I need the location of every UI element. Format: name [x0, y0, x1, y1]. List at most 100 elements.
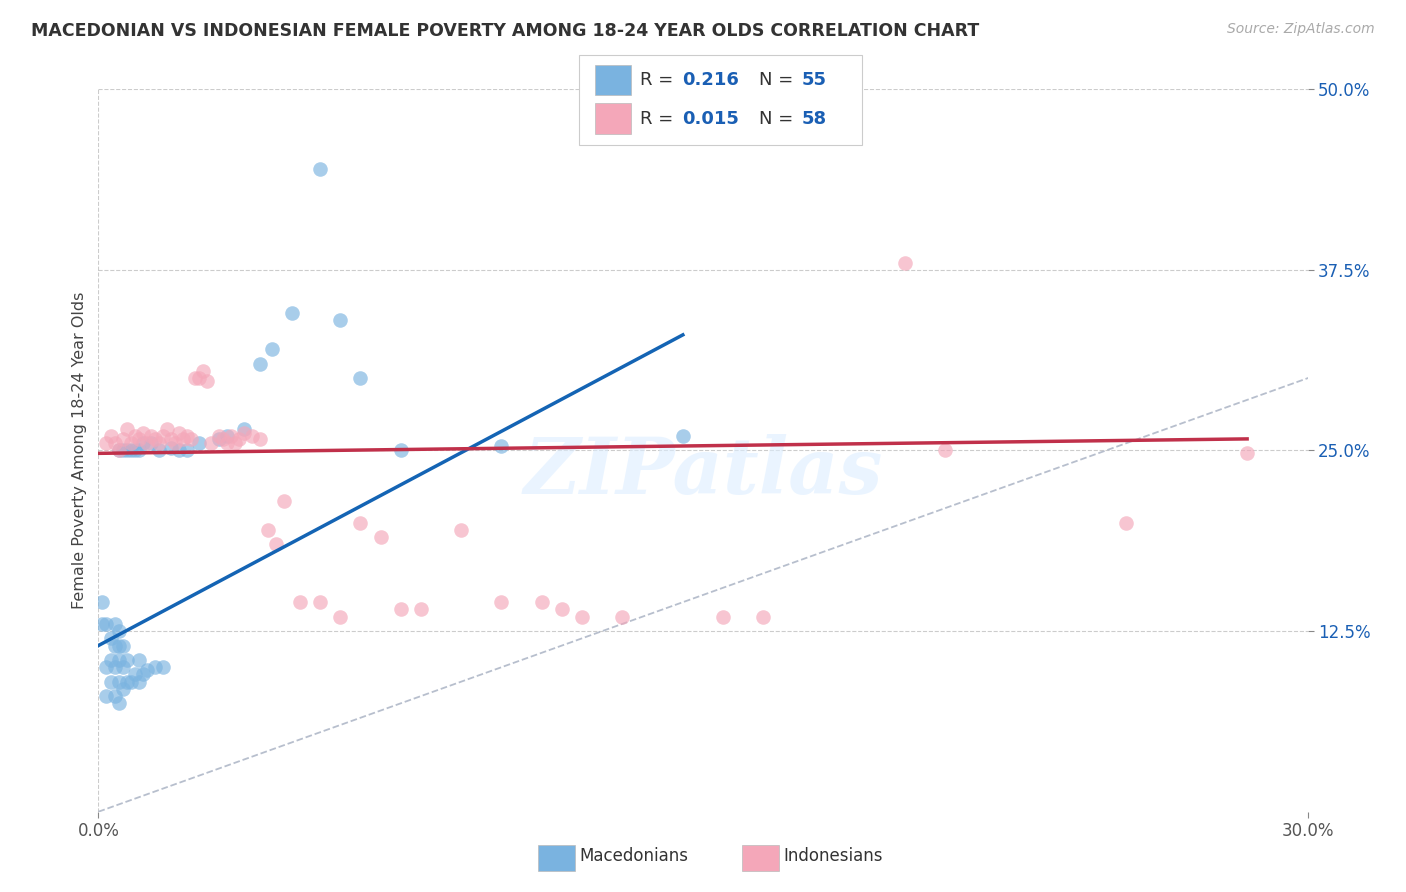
- Point: [309, 595, 332, 609]
- Point: [128, 674, 150, 689]
- Point: [893, 255, 915, 269]
- Point: [329, 609, 352, 624]
- Point: [124, 443, 146, 458]
- Point: [288, 595, 311, 609]
- Point: [208, 429, 231, 443]
- Point: [389, 443, 412, 458]
- Point: [249, 357, 271, 371]
- Point: [232, 426, 254, 441]
- Text: R =: R =: [640, 71, 679, 89]
- Point: [124, 429, 146, 443]
- Point: [107, 674, 129, 689]
- Text: Macedonians: Macedonians: [579, 847, 689, 865]
- Text: 0.216: 0.216: [682, 71, 738, 89]
- Point: [100, 674, 122, 689]
- Point: [217, 429, 239, 443]
- Point: [240, 429, 263, 443]
- Point: [349, 516, 371, 530]
- Point: [217, 436, 239, 450]
- Point: [200, 436, 222, 450]
- Point: [132, 436, 155, 450]
- Point: [107, 624, 129, 639]
- Point: [100, 429, 122, 443]
- Point: [91, 616, 114, 631]
- Point: [195, 374, 218, 388]
- Point: [128, 432, 150, 446]
- Point: [273, 494, 295, 508]
- Point: [111, 681, 134, 696]
- Point: [176, 443, 198, 458]
- Y-axis label: Female Poverty Among 18-24 Year Olds: Female Poverty Among 18-24 Year Olds: [72, 292, 87, 609]
- Point: [107, 696, 129, 710]
- Point: [96, 436, 118, 450]
- Point: [152, 660, 174, 674]
- Point: [143, 432, 166, 446]
- Point: [224, 436, 246, 450]
- Point: [135, 663, 157, 677]
- Point: [256, 523, 278, 537]
- Point: [107, 443, 129, 458]
- Point: [132, 426, 155, 441]
- Point: [228, 432, 250, 446]
- Point: [128, 653, 150, 667]
- Point: [120, 443, 142, 458]
- Point: [103, 616, 125, 631]
- Point: [1115, 516, 1137, 530]
- Point: [120, 436, 142, 450]
- Point: [111, 432, 134, 446]
- Point: [148, 436, 170, 450]
- Point: [184, 371, 207, 385]
- Point: [103, 639, 125, 653]
- Point: [115, 422, 138, 436]
- Point: [107, 653, 129, 667]
- Point: [212, 432, 235, 446]
- Point: [115, 653, 138, 667]
- Point: [281, 306, 304, 320]
- Text: 58: 58: [801, 110, 827, 128]
- Point: [370, 530, 392, 544]
- Point: [260, 343, 283, 357]
- Point: [148, 443, 170, 458]
- Point: [111, 443, 134, 458]
- Point: [124, 667, 146, 681]
- Point: [100, 632, 122, 646]
- Point: [349, 371, 371, 385]
- Point: [107, 639, 129, 653]
- Text: 0.015: 0.015: [682, 110, 738, 128]
- Point: [96, 689, 118, 703]
- Point: [450, 523, 472, 537]
- Point: [264, 537, 287, 551]
- Point: [167, 426, 190, 441]
- Point: [139, 436, 162, 450]
- Point: [111, 639, 134, 653]
- Point: [143, 660, 166, 674]
- Point: [152, 429, 174, 443]
- Point: [389, 602, 412, 616]
- Point: [167, 443, 190, 458]
- Point: [103, 689, 125, 703]
- Point: [221, 429, 243, 443]
- Point: [115, 674, 138, 689]
- Point: [176, 429, 198, 443]
- Text: 55: 55: [801, 71, 827, 89]
- Point: [934, 443, 956, 458]
- Point: [249, 432, 271, 446]
- Point: [96, 616, 118, 631]
- Point: [672, 429, 695, 443]
- Point: [752, 609, 775, 624]
- Point: [160, 432, 183, 446]
- Point: [91, 595, 114, 609]
- Point: [188, 436, 211, 450]
- Point: [163, 436, 186, 450]
- Point: [711, 609, 734, 624]
- Point: [172, 432, 194, 446]
- Point: [208, 432, 231, 446]
- Point: [551, 602, 574, 616]
- Point: [180, 432, 202, 446]
- Point: [571, 609, 593, 624]
- Point: [128, 443, 150, 458]
- Point: [103, 660, 125, 674]
- Point: [156, 422, 179, 436]
- Point: [135, 436, 157, 450]
- Point: [103, 436, 125, 450]
